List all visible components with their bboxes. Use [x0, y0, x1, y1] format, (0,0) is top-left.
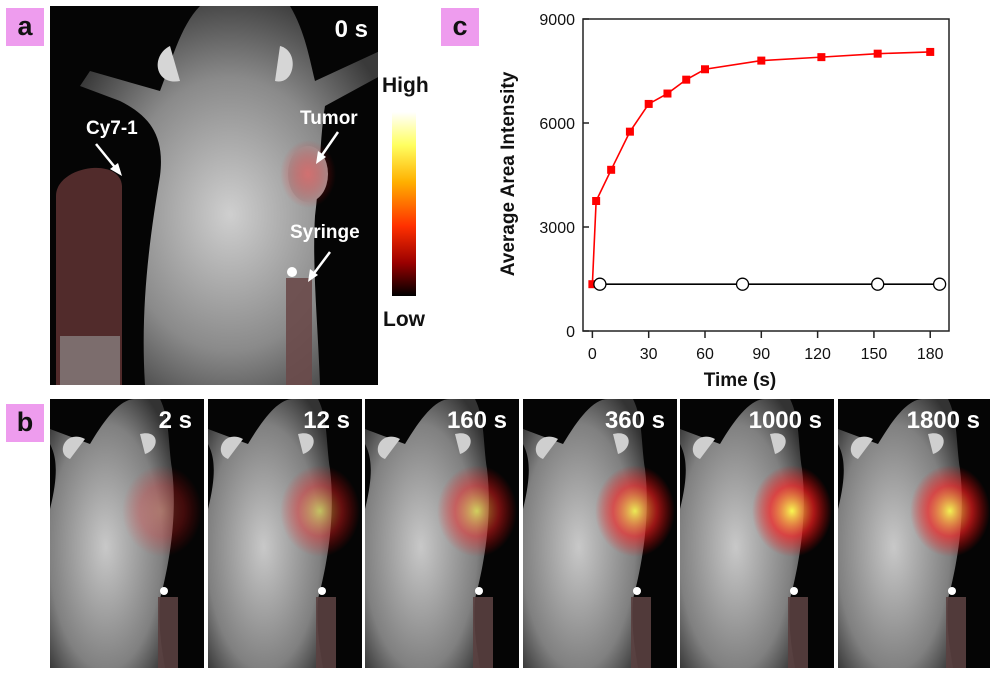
time-frame: 1800 s	[838, 399, 990, 668]
panel-a-image: 0 s Cy7-1 Tumor Syringe	[50, 6, 378, 385]
y-tick-label: 3000	[539, 220, 575, 237]
data-point	[926, 47, 935, 56]
data-point	[588, 280, 597, 289]
data-point	[873, 49, 882, 58]
data-point	[625, 127, 634, 136]
x-tick-label: 30	[640, 346, 658, 363]
colorbar	[392, 112, 416, 296]
time-frame: 360 s	[523, 399, 677, 668]
panel-a-time: 0 s	[334, 16, 368, 43]
frame-time-label: 160 s	[446, 407, 507, 434]
time-frame: 12 s	[208, 399, 362, 668]
series-line-0	[591, 51, 931, 285]
mouse-frame-image	[365, 399, 517, 668]
data-point	[592, 197, 601, 205]
y-tick-label: 6000	[539, 116, 575, 133]
data-point	[682, 75, 691, 84]
y-axis-label: Average Area Intensity	[498, 71, 519, 276]
data-point	[593, 277, 607, 291]
data-point	[663, 89, 672, 98]
x-tick-label: 150	[861, 346, 888, 363]
colorbar-high-label: High	[382, 74, 429, 97]
time-frame: 1000 s	[680, 399, 834, 668]
x-tick-label: 180	[917, 346, 944, 363]
frame-time-label: 2 s	[158, 407, 192, 434]
x-axis-label: Time (s)	[704, 370, 777, 391]
x-tick-label: 60	[696, 346, 714, 363]
frame-time-label: 360 s	[604, 407, 665, 434]
mouse-frame-image	[838, 399, 990, 668]
probe-label: Cy7-1	[86, 118, 138, 139]
plot-frame	[582, 18, 950, 332]
time-frame: 160 s	[365, 399, 519, 668]
colorbar-low-label: Low	[383, 308, 425, 331]
frame-time-label: 12 s	[303, 407, 350, 434]
data-point	[607, 165, 616, 174]
frame-time-label: 1000 s	[748, 407, 822, 434]
mouse-frame-image	[50, 399, 202, 668]
panel-c-tag: c	[441, 8, 479, 46]
data-point	[757, 56, 766, 65]
data-point	[932, 277, 947, 291]
data-point	[817, 53, 826, 62]
x-tick-label: 120	[804, 346, 831, 363]
mouse-image	[56, 6, 378, 385]
panel-a-tag: a	[6, 8, 44, 46]
data-point	[871, 277, 885, 291]
x-tick-label: 0	[588, 346, 597, 363]
data-point	[701, 65, 709, 74]
y-tick-label: 0	[566, 324, 575, 341]
mouse-frame-image	[523, 399, 675, 668]
data-point	[735, 277, 750, 291]
syringe-label: Syringe	[290, 222, 360, 243]
frame-time-label: 1800 s	[906, 407, 980, 434]
mouse-frame-image	[208, 399, 360, 668]
intensity-chart: 0 3000 6000 9000 0 30 60 90 120 150 180 Time (s) A…	[498, 12, 950, 391]
data-point	[644, 99, 653, 108]
time-frame: 2 s	[50, 399, 204, 668]
mouse-frame-image	[680, 399, 832, 668]
y-tick-label: 9000	[539, 12, 575, 29]
tumor-label: Tumor	[300, 108, 358, 129]
x-tick-label: 90	[752, 346, 770, 363]
panel-b-tag: b	[6, 404, 44, 442]
